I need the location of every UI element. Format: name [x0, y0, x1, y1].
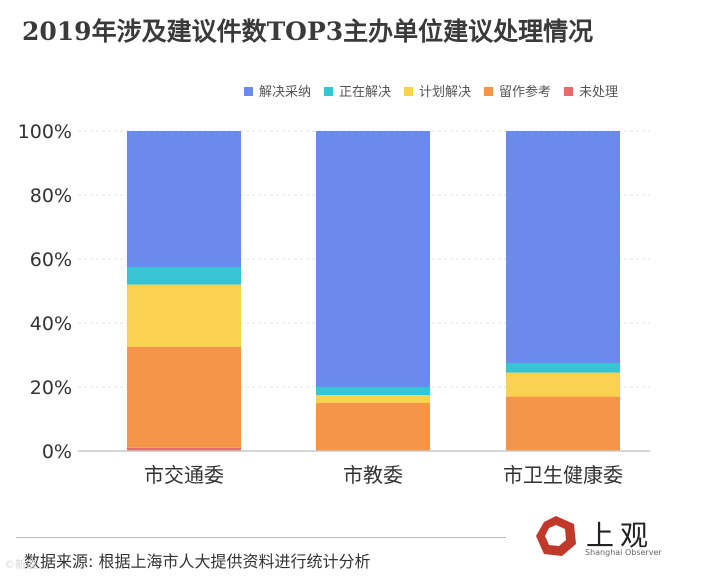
bar-segment [506, 396, 620, 451]
bar-segment [506, 372, 620, 397]
legend-swatch [484, 87, 493, 96]
bar-segment [316, 387, 430, 395]
logo-text-en: Shanghai Observer [585, 548, 662, 557]
y-tick-label: 80% [30, 185, 72, 207]
bar-segment [506, 363, 620, 373]
logo-mark-icon [536, 516, 576, 556]
x-tick-label: 市交通委 [144, 463, 224, 487]
bar-segment [127, 131, 241, 267]
chart-title: 2019年涉及建议件数TOP3主办单位建议处理情况 [22, 17, 594, 46]
x-tick-label: 市卫生健康委 [503, 463, 623, 487]
publisher-logo: 上观 Shanghai Observer [528, 512, 688, 564]
bar-segment [316, 403, 430, 451]
legend-label: 计划解决 [419, 85, 471, 100]
axes: 0% 20% 40% 60% 80% 100% 市交通委 市教委 市卫生健康委 [18, 121, 650, 487]
stacked-bar-chart: 0% 20% 40% 60% 80% 100% 市交通委 市教委 市卫生健康委 解决采纳 正在解决… [18, 84, 650, 487]
y-tick-label: 40% [30, 313, 72, 335]
bar-segment [316, 395, 430, 403]
legend-swatch [244, 87, 253, 96]
bar-segment [316, 131, 430, 387]
bar-segment [506, 131, 620, 363]
footer-divider [16, 537, 506, 538]
legend-swatch [404, 87, 413, 96]
legend: 解决采纳 正在解决 计划解决 留作参考 未处理 [244, 84, 618, 100]
source-note: 数据来源: 根据上海市人大提供资料进行统计分析 [24, 552, 371, 571]
bar-segment [127, 267, 241, 285]
bar-segment [127, 347, 241, 448]
bars [127, 131, 620, 451]
legend-swatch [324, 87, 333, 96]
bar-segment [127, 284, 241, 347]
logo-text-cn: 上观 [586, 519, 655, 552]
legend-swatch [564, 87, 573, 96]
legend-label: 留作参考 [499, 84, 551, 100]
y-tick-label: 20% [30, 377, 72, 399]
y-tick-label: 60% [30, 249, 72, 271]
legend-label: 正在解决 [339, 85, 391, 100]
legend-label: 解决采纳 [259, 85, 311, 100]
y-tick-label: 0% [42, 441, 72, 463]
x-tick-label: 市教委 [343, 463, 403, 487]
watermark: ©新浪 [4, 558, 37, 571]
y-tick-label: 100% [18, 121, 72, 143]
legend-label: 未处理 [579, 85, 618, 100]
bar-segment [127, 447, 241, 451]
